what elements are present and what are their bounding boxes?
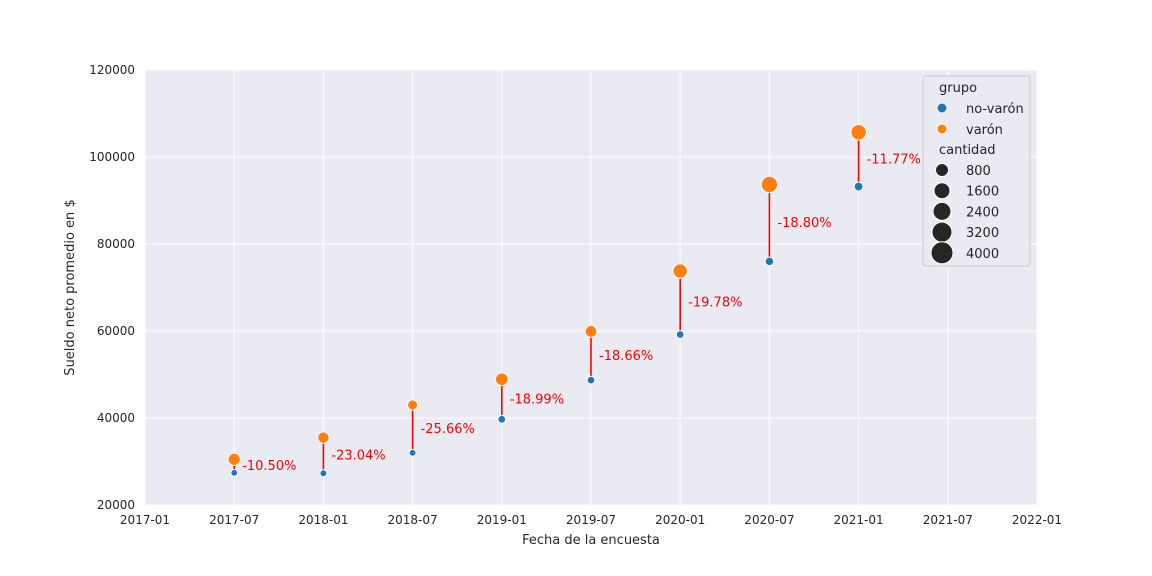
legend-size-marker — [931, 221, 953, 243]
legend-size-marker — [930, 241, 954, 265]
y-tick-label: 80000 — [97, 237, 135, 251]
legend-hue-label: no-varón — [966, 102, 1024, 117]
legend-size-marker — [932, 201, 952, 221]
x-tick-label: 2021-07 — [923, 513, 973, 527]
legend-size-label: 4000 — [966, 247, 999, 262]
gap-annotations: -10.50% -23.04% -25.66% -18.99% -18.66% -19.7… — [242, 152, 921, 474]
x-tick-label: 2020-07 — [744, 513, 794, 527]
x-tick-label: 2020-01 — [655, 513, 705, 527]
point-varon — [407, 399, 419, 411]
y-axis-title: Sueldo neto promedio en $ — [63, 199, 78, 375]
legend-hue-title: grupo — [939, 81, 977, 96]
gap-annotation: -25.66% — [421, 422, 475, 437]
x-tick-label: 2021-01 — [834, 513, 884, 527]
x-axis-ticks: 2017-01 2017-07 2018-01 2018-07 2019-01 2019-… — [120, 513, 1062, 527]
point-varon — [760, 175, 779, 194]
legend-size-marker — [935, 163, 949, 177]
x-tick-label: 2017-07 — [209, 513, 259, 527]
point-no-varon — [497, 414, 507, 424]
point-no-varon — [675, 330, 685, 339]
gap-annotation: -10.50% — [242, 459, 296, 474]
point-no-varon — [230, 468, 239, 477]
legend-size-label: 800 — [966, 164, 991, 179]
legend-hue-label: varón — [966, 123, 1003, 138]
x-tick-label: 2022-01 — [1012, 513, 1062, 527]
legend-size-label: 3200 — [966, 226, 999, 241]
gap-annotation: -19.78% — [688, 296, 742, 311]
legend-hue-marker — [936, 123, 948, 135]
legend-size-title: cantidad — [939, 143, 996, 158]
point-varon — [584, 325, 598, 338]
point-no-varon — [319, 469, 328, 478]
point-varon — [672, 263, 688, 279]
point-varon — [317, 431, 330, 444]
point-varon — [850, 123, 867, 141]
x-axis-title: Fecha de la encuesta — [522, 533, 660, 548]
y-tick-label: 100000 — [89, 150, 135, 164]
y-tick-label: 40000 — [97, 411, 135, 425]
legend-size-label: 2400 — [966, 205, 999, 220]
legend: grupo no-varón varón cantidad 800 1600 2400… — [922, 75, 1031, 267]
y-axis-ticks: 20000 40000 60000 80000 100000 120000 — [89, 63, 135, 512]
gap-annotation: -18.99% — [510, 392, 564, 407]
x-tick-label: 2019-07 — [566, 513, 616, 527]
point-no-varon — [764, 256, 775, 267]
data-points — [227, 123, 867, 478]
gap-annotation: -23.04% — [331, 448, 385, 463]
legend-size-label: 1600 — [966, 185, 999, 200]
point-varon — [494, 372, 509, 387]
y-tick-label: 120000 — [89, 63, 135, 77]
x-tick-label: 2019-01 — [477, 513, 527, 527]
legend-box — [922, 75, 1031, 267]
gap-annotation: -18.66% — [599, 349, 653, 364]
legend-hue-marker — [936, 102, 948, 114]
gap-annotation: -18.80% — [777, 216, 831, 231]
point-no-varon — [853, 181, 864, 192]
y-tick-label: 60000 — [97, 324, 135, 338]
point-no-varon — [408, 448, 417, 457]
gap-annotation: -11.77% — [867, 152, 921, 167]
x-tick-label: 2018-07 — [388, 513, 438, 527]
legend-size-marker — [933, 182, 951, 200]
x-tick-label: 2018-01 — [298, 513, 348, 527]
point-no-varon — [586, 375, 596, 385]
y-tick-label: 20000 — [97, 498, 135, 512]
point-varon — [227, 452, 241, 466]
x-tick-label: 2017-01 — [120, 513, 170, 527]
